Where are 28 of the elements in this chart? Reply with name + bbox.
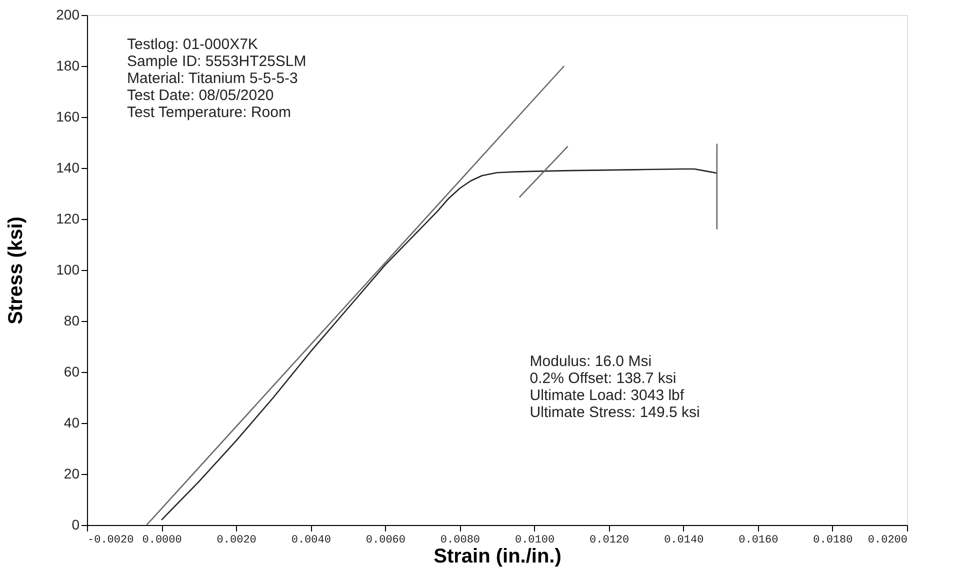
- y-tick-label: 200: [56, 6, 80, 22]
- x-tick-label: 0.0020: [216, 534, 256, 546]
- y-tick-label: 20: [64, 466, 80, 482]
- x-tick-label: 0.0180: [813, 534, 853, 546]
- y-tick-label: 140: [56, 160, 80, 176]
- x-tick-label: 0.0060: [366, 534, 406, 546]
- y-tick-label: 100: [56, 262, 80, 278]
- y-tick-label: 40: [64, 414, 80, 430]
- y-tick-label: 160: [56, 108, 80, 124]
- x-tick-label: 0.0160: [738, 534, 778, 546]
- x-tick-label: 0.0000: [142, 534, 182, 546]
- x-axis-title: Strain (in./in.): [434, 546, 562, 568]
- x-tick-label: -0.0020: [88, 534, 134, 546]
- x-tick-label: 0.0200: [868, 534, 908, 546]
- y-tick-label: 80: [64, 312, 80, 328]
- x-tick-label: 0.0040: [291, 534, 331, 546]
- y-tick-label: 0: [72, 516, 80, 532]
- line-series: [160, 168, 718, 521]
- y-axis-title: Stress (ksi): [5, 216, 28, 324]
- y-tick-label: 120: [56, 210, 80, 226]
- annotation: Modulus: 16.0 Msi 0.2% Offset: 138.7 ksi Ultimate Load: 3043 lbf Ultimate Stress: 149.5 ksi: [530, 353, 700, 422]
- x-tick-label: 0.0080: [440, 534, 480, 546]
- y-tick-label: 180: [56, 58, 80, 74]
- x-tick-label: 0.0100: [514, 534, 555, 546]
- x-tick-label: 0.0120: [590, 534, 630, 546]
- y-tick-label: 60: [64, 364, 80, 380]
- annotation: Testlog: 01-000X7K Sample ID: 5553HT25SLM Material: Titanium 5-5-5-3 Test Date: 08/05/2020 Test Temperature: Room: [127, 36, 306, 121]
- x-tick-label: 0.0140: [664, 534, 704, 546]
